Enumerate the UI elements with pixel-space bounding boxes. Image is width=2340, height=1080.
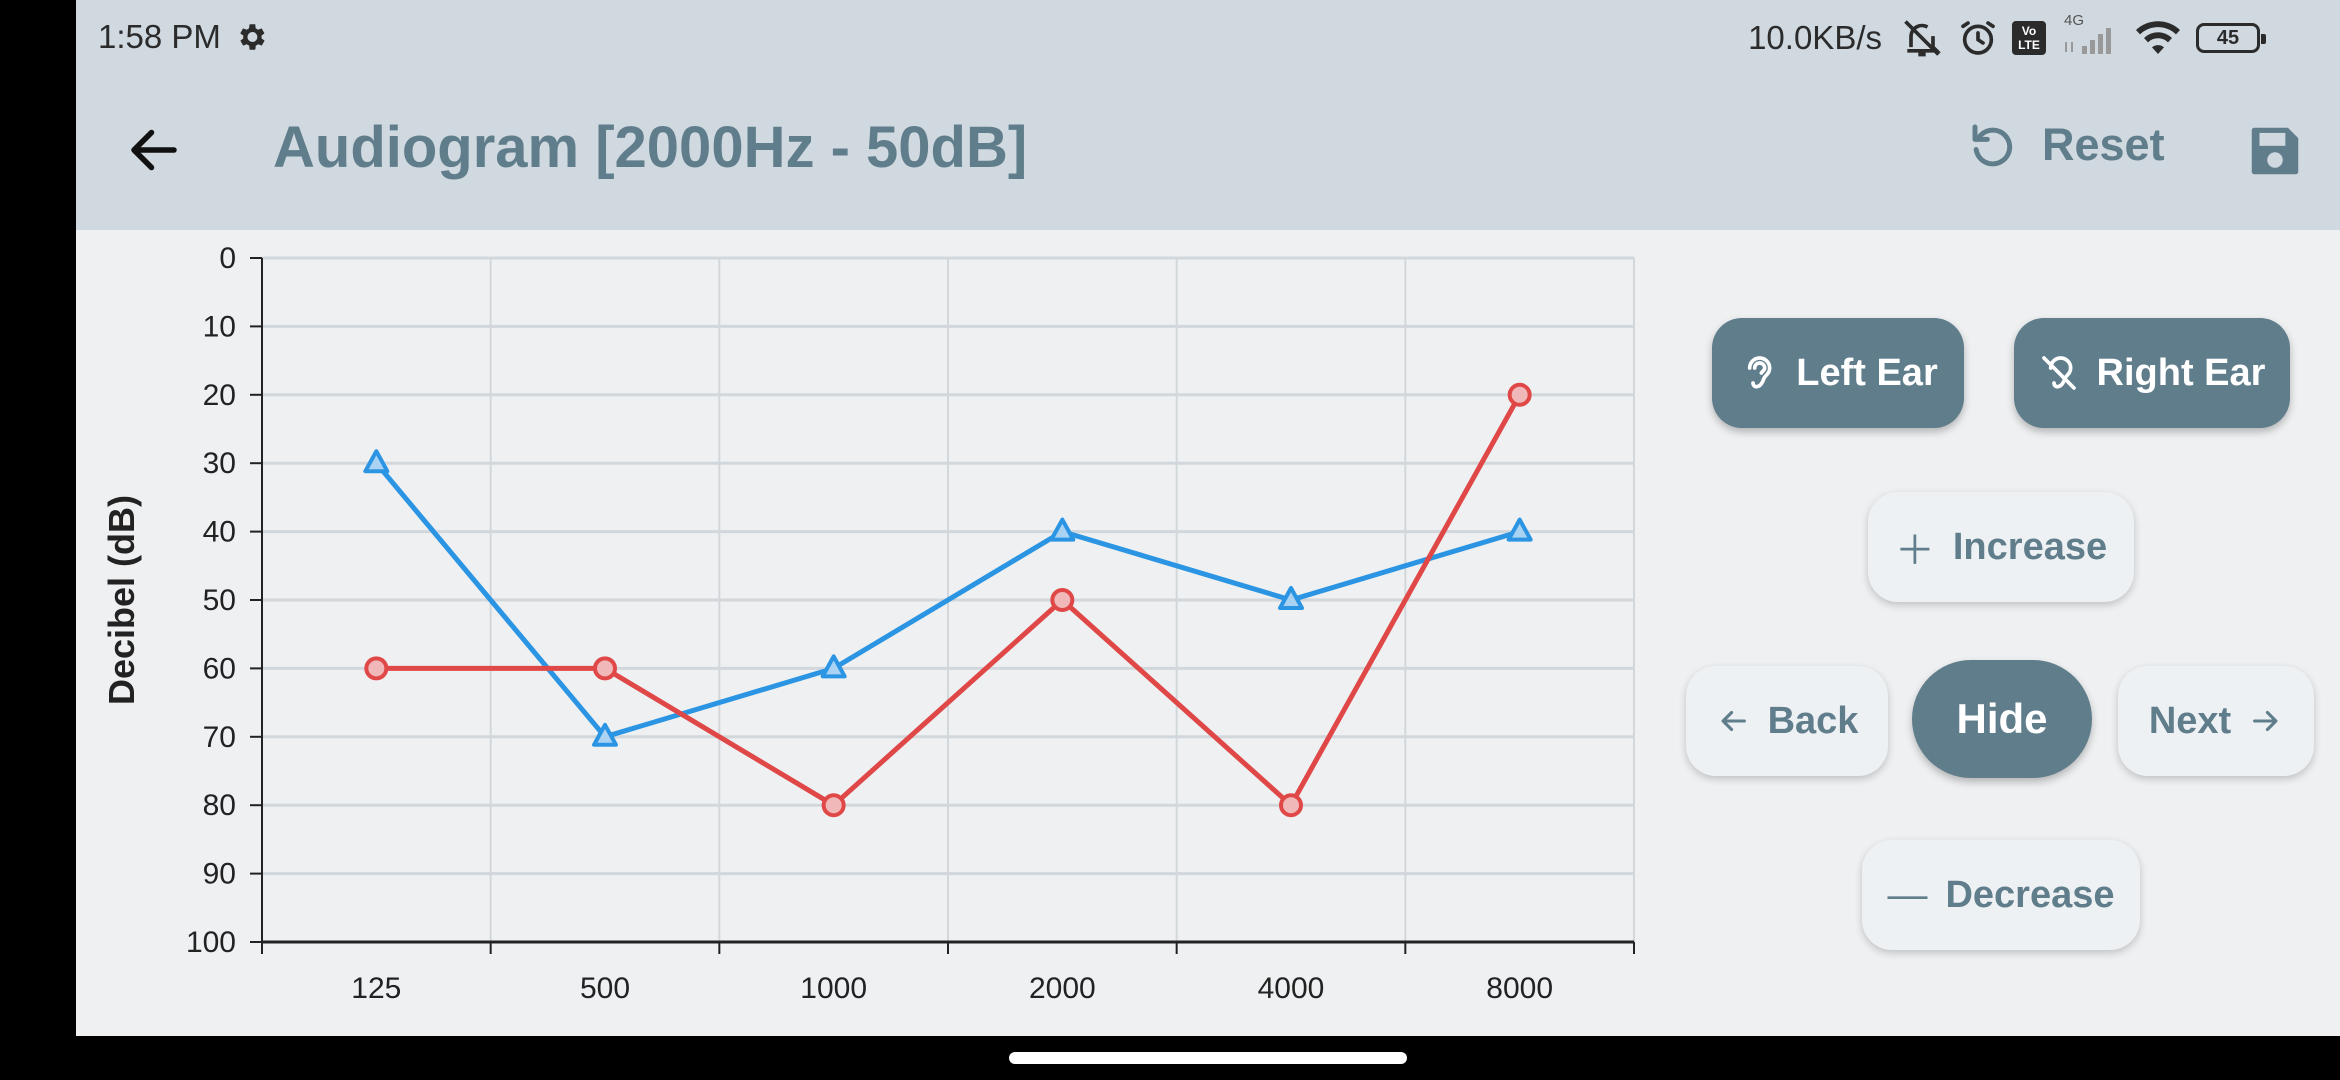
data-point-circle	[1050, 588, 1075, 612]
volte-icon: Vo LTE	[2012, 21, 2046, 55]
x-tick-label: 4000	[1258, 972, 1325, 1005]
x-tick-label: 8000	[1486, 972, 1553, 1005]
y-tick-label: 50	[203, 584, 236, 617]
data-point-circle	[1279, 793, 1303, 818]
hide-label: Hide	[1956, 695, 2048, 742]
back-label: Back	[1767, 699, 1859, 742]
ear-icon	[1748, 356, 1772, 389]
data-point-circle	[364, 656, 389, 681]
back-arrow-icon[interactable]	[124, 120, 184, 180]
minus-icon: —	[1887, 872, 1928, 917]
y-tick-label: 0	[219, 242, 236, 275]
ear-off-icon	[2041, 356, 2076, 390]
data-point-triangle	[1278, 586, 1304, 610]
hide-button[interactable]: Hide	[1912, 660, 2092, 778]
gear-icon	[240, 24, 265, 50]
decrease-button[interactable]: — Decrease	[1862, 840, 2140, 950]
right-ear-label: Right Ear	[2096, 351, 2266, 394]
plus-icon: ＋	[1894, 529, 1935, 573]
network-type: 4G	[2064, 12, 2085, 29]
data-point-triangle	[1506, 517, 1533, 542]
data-point-circle	[821, 793, 846, 818]
save-icon[interactable]	[2244, 120, 2306, 182]
next-button[interactable]: Next	[2118, 666, 2314, 776]
series-line-triangle	[374, 461, 1521, 740]
status-time: 1:58 PM	[98, 18, 221, 55]
y-tick-label: 40	[203, 516, 236, 549]
left-ear-button[interactable]: Left Ear	[1712, 318, 1964, 428]
next-label: Next	[2148, 699, 2232, 742]
volte-label: Vo LTE	[2018, 24, 2040, 52]
alarm-icon	[1961, 21, 1995, 55]
home-indicator[interactable]	[1009, 1052, 1407, 1064]
x-tick-label: 2000	[1029, 972, 1096, 1005]
cell-signal-icon: 4G	[2060, 12, 2120, 58]
data-point-circle	[593, 656, 617, 681]
arrow-left-icon	[1721, 710, 1746, 732]
increase-label: Increase	[1952, 525, 2108, 568]
y-tick-label: 80	[203, 789, 236, 822]
net-speed: 10.0KB/s	[1748, 19, 1882, 56]
battery-level: 45	[2216, 26, 2240, 49]
increase-button[interactable]: ＋ Increase	[1868, 492, 2134, 602]
reset-icon	[1972, 124, 2013, 167]
wifi-icon	[2136, 21, 2180, 54]
data-point-triangle	[820, 654, 847, 679]
x-tick-label: 1000	[800, 972, 867, 1005]
decrease-label: Decrease	[1945, 873, 2115, 916]
y-tick-label: 60	[203, 652, 236, 685]
left-ear-label: Left Ear	[1796, 351, 1938, 394]
y-tick-label: 100	[186, 926, 236, 959]
y-tick-label: 70	[203, 721, 236, 754]
x-tick-label: 500	[580, 972, 630, 1005]
y-tick-label: 20	[203, 379, 236, 412]
status-icons: 10.0KB/s Vo LTE 4G	[1748, 12, 2266, 62]
app-screen: 1:58 PM 10.0KB/s Vo LTE 4G	[76, 0, 2340, 1036]
data-point-triangle	[1049, 517, 1076, 542]
back-button[interactable]: Back	[1686, 666, 1888, 776]
app-bar: 1:58 PM 10.0KB/s Vo LTE 4G	[76, 0, 2340, 230]
y-axis-label: Decibel (dB)	[101, 495, 142, 705]
x-tick-label: 125	[351, 972, 401, 1005]
mute-icon	[1904, 20, 1942, 57]
right-ear-button[interactable]: Right Ear	[2014, 318, 2290, 428]
reset-label: Reset	[2042, 119, 2165, 170]
arrow-right-icon	[2253, 710, 2278, 732]
status-bar: 1:58 PM 10.0KB/s Vo LTE 4G	[76, 0, 2340, 76]
y-tick-label: 90	[203, 858, 236, 891]
series-line-circle	[376, 393, 1522, 808]
data-point-triangle	[592, 722, 618, 747]
battery-icon: 45	[2196, 23, 2266, 53]
reset-button[interactable]: Reset	[1966, 118, 2165, 172]
page-title: Audiogram [2000Hz - 50dB]	[273, 115, 1028, 180]
data-point-triangle	[363, 449, 390, 474]
y-tick-label: 30	[203, 447, 236, 480]
audiogram-chart: 0 10 20 30 40 50 60 70 80 90 100 125 500 1000 2000 4000…	[101, 242, 1635, 1005]
data-point-circle	[1507, 382, 1532, 407]
y-tick-label: 10	[203, 310, 236, 343]
